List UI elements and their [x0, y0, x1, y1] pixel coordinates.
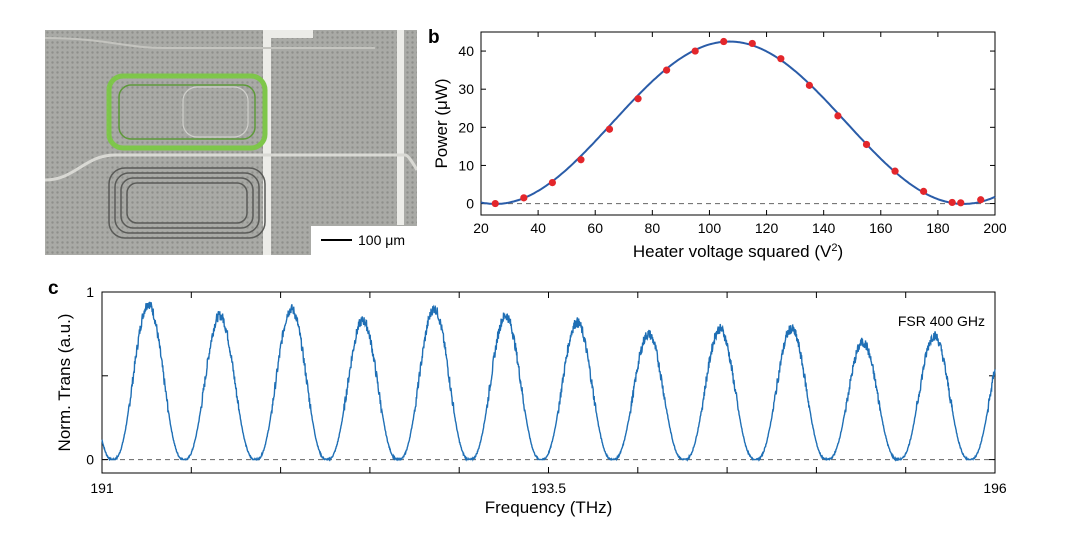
plot-b-data-point: [891, 167, 899, 175]
plot-b-xtick-label: 60: [587, 220, 603, 236]
panel-label-b: b: [428, 27, 440, 48]
plot-b-xtick-label: 200: [983, 220, 1007, 236]
plot-b-data-point: [977, 196, 985, 204]
plot-b-ytick-label: 10: [458, 157, 474, 173]
plot-c-xtick-label: 196: [983, 480, 1007, 496]
plot-b-data-point: [805, 81, 813, 89]
ring-lower-2: [114, 172, 260, 234]
plot-c-annotation: FSR 400 GHz: [898, 313, 985, 329]
plot-b-xtick-label: 160: [869, 220, 893, 236]
plot-b-xlabel: Heater voltage squared (V2): [633, 242, 843, 261]
plot-b-data-point: [834, 112, 842, 120]
plot-c-xlabel: Frequency (THz): [485, 498, 613, 517]
plot-c-ytick-label: 0: [86, 452, 94, 468]
plot-b-xtick-label: 40: [530, 220, 546, 236]
plot-b-xtick-label: 100: [698, 220, 722, 236]
plot-b-xtick-label: 20: [473, 220, 489, 236]
ring-upper-inner2: [182, 86, 249, 138]
plot-c-ytick-label: 1: [86, 284, 94, 300]
panel-label-c: c: [48, 278, 59, 299]
plot-b-data-point: [577, 156, 585, 164]
ring-upper-inner: [118, 84, 256, 140]
bus-waveguide-2: [45, 37, 375, 49]
device-micrograph: 100 μm: [45, 30, 417, 255]
plot-b-fit-line: [480, 40, 996, 205]
plot-b-data-point: [548, 178, 556, 187]
plot-b-data-point: [748, 39, 756, 48]
ring-lower-4: [126, 182, 248, 224]
plot-b-xtick-label: 120: [755, 220, 779, 236]
plot-b-data-point: [777, 55, 785, 63]
plot-c-frame: [101, 291, 996, 474]
plot-b-data-point: [720, 37, 728, 46]
plot-c-ylabel: Norm. Trans (a.u.): [55, 314, 74, 452]
ring-lower-3: [120, 177, 254, 229]
ring-upper-outer: [106, 73, 268, 151]
plot-b-data-point: [663, 66, 671, 74]
bus-waveguide: [45, 153, 417, 182]
electrode-top: [263, 30, 313, 38]
ring-lower-1: [108, 167, 266, 239]
plot-b-ytick-label: 40: [458, 43, 474, 59]
plot-b-data-point: [920, 187, 928, 195]
plot-b-data-point: [691, 47, 699, 55]
plot-b-data-point: [491, 199, 499, 208]
electrode-right: [397, 30, 404, 225]
plot-b-ylabel: Power (μW): [432, 78, 451, 168]
plot-b-xtick-label: 180: [926, 220, 950, 236]
plot-b-ytick-label: 20: [458, 119, 474, 135]
plot-c-spectrum-line: [101, 301, 996, 462]
electrode-vertical: [263, 30, 271, 255]
scale-bar-label: 100 μm: [358, 232, 405, 248]
plot-b-xtick-label: 80: [645, 220, 661, 236]
micrograph-background: [45, 30, 417, 255]
plot-c-xtick-label: 191: [90, 480, 114, 496]
plot-b-data-point: [605, 125, 614, 133]
plot-b-xtick-label: 140: [812, 220, 836, 236]
plot-b-frame: [480, 31, 996, 216]
plot-b-data-point: [520, 194, 528, 202]
plot-b-data-point: [948, 198, 956, 207]
plot-b-data-point: [634, 95, 642, 103]
plot-b-data-point: [957, 199, 965, 207]
plot-b-data-point: [862, 140, 871, 149]
plot-c-xtick-label: 193.5: [531, 480, 566, 496]
plot-b-ytick-label: 30: [458, 81, 474, 97]
plot-b-ytick-label: 0: [466, 196, 474, 212]
